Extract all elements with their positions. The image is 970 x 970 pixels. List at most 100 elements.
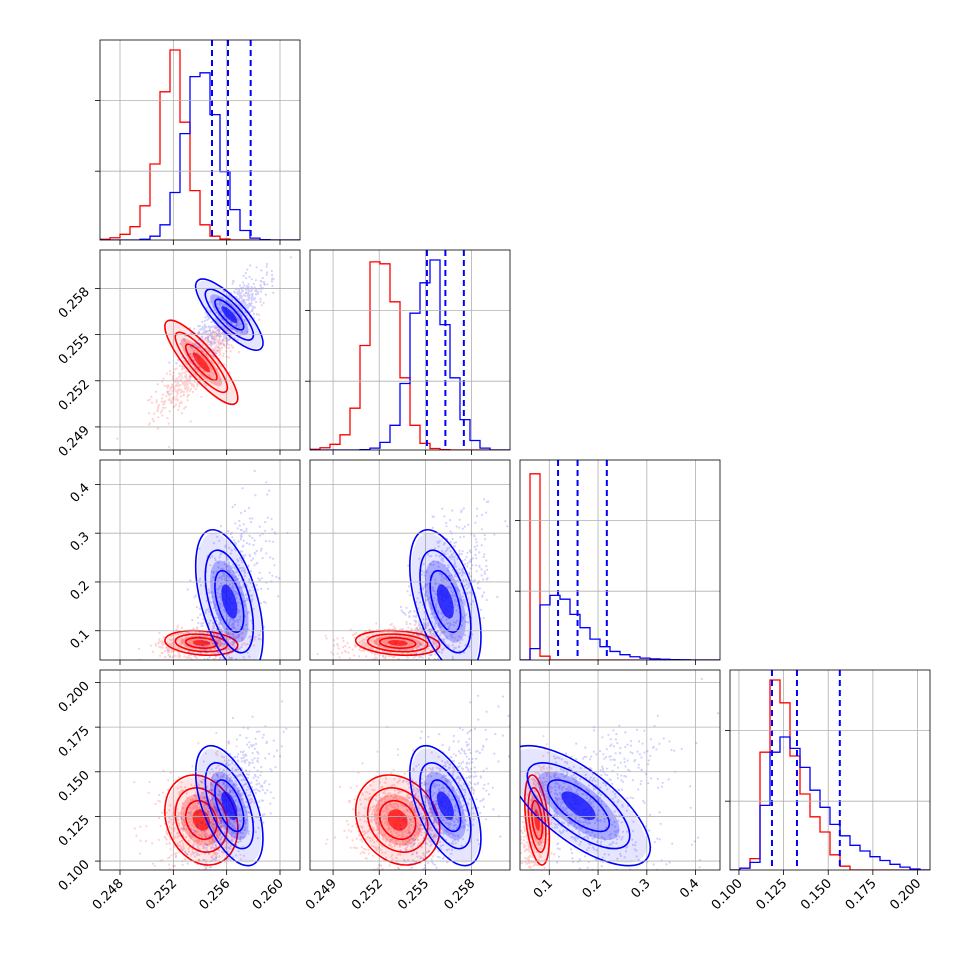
y-tick-label: 0.100 (56, 857, 93, 894)
y-tick-label: 0.255 (56, 331, 93, 368)
panel-1-0: 0.249 0.252 0.255 0.258 (56, 249, 301, 460)
y-tick-label: 0.252 (56, 377, 93, 414)
contour-line (419, 549, 472, 654)
y-tick-label: 0.4 (68, 481, 93, 506)
density-peak (436, 791, 454, 820)
contour-line (366, 787, 429, 853)
contour-line (520, 744, 652, 867)
panel-frame (729, 669, 931, 871)
panel-content (116, 256, 292, 448)
panel-frame (99, 669, 301, 871)
histogram-red (310, 261, 510, 450)
panel-frame (99, 459, 301, 661)
panel-0-0 (95, 39, 301, 245)
panel-3-3: 0.100 0.125 0.150 0.175 0.200 (709, 669, 931, 913)
contour-line (523, 774, 551, 866)
contour-line (531, 799, 544, 841)
panel-frame (519, 459, 721, 661)
contour-line (204, 549, 255, 654)
x-tick-label: 0.248 (90, 876, 127, 913)
density-peak (561, 791, 596, 821)
contour-line (184, 636, 218, 649)
panel-content (316, 498, 509, 660)
contour-line (184, 343, 218, 382)
contour-line (378, 636, 417, 649)
contour-line (214, 779, 245, 833)
panel-2-0: 0.1 0.2 0.3 0.4 (68, 459, 301, 665)
panel-background (100, 670, 300, 870)
contour-line (174, 331, 229, 394)
density-peak (221, 791, 238, 820)
y-tick-label: 0.175 (56, 723, 93, 760)
panel-content (100, 40, 300, 240)
y-tick-label: 0.125 (56, 813, 93, 850)
panel-frame (99, 249, 301, 451)
y-tick-label: 0.150 (56, 768, 93, 805)
contour-line (354, 774, 441, 866)
contour-line (429, 779, 462, 833)
x-tick-label: 0.249 (303, 876, 340, 913)
panel-background (520, 670, 720, 870)
x-tick-label: 0.150 (798, 876, 835, 913)
panel-frame (309, 459, 511, 661)
contour-line (366, 633, 429, 653)
x-tick-label: 0.260 (250, 876, 287, 913)
y-tick-label: 0.2 (68, 578, 93, 603)
panel-content (520, 677, 720, 870)
contour-line (527, 787, 547, 853)
contour-line (429, 569, 462, 633)
x-tick-label: 0.2 (580, 876, 605, 901)
density-peak (192, 809, 210, 831)
panel-content (325, 694, 510, 870)
contour-line (194, 744, 264, 867)
contour-line (526, 762, 631, 850)
x-tick-label: 0.100 (709, 876, 746, 913)
panel-3-1: 0.249 0.252 0.255 0.258 (303, 669, 511, 913)
density-peak (221, 306, 238, 324)
contour-line (174, 787, 229, 853)
panel-3-2: 0.1 0.2 0.3 0.4 (519, 669, 721, 901)
density-peak (387, 809, 408, 831)
panel-content (730, 670, 930, 870)
x-tick-label: 0.175 (843, 876, 880, 913)
x-tick-label: 0.252 (143, 876, 180, 913)
contour-line (174, 633, 229, 653)
contour-line (184, 799, 218, 841)
x-tick-label: 0.4 (677, 876, 702, 901)
panel-frame (309, 249, 511, 451)
x-tick-label: 0.125 (753, 876, 790, 913)
x-tick-label: 0.3 (628, 876, 653, 901)
panel-2-2 (515, 459, 721, 665)
x-tick-label: 0.1 (531, 876, 556, 901)
panel-background (520, 460, 720, 660)
x-tick-label: 0.252 (349, 876, 386, 913)
y-tick-label: 0.1 (68, 627, 93, 652)
x-tick-label: 0.256 (197, 876, 234, 913)
contour-line (547, 779, 611, 833)
panel-frame (99, 39, 301, 241)
y-tick-label: 0.258 (56, 285, 93, 322)
contour-line (419, 762, 472, 850)
histogram-red (100, 49, 300, 240)
panel-content (133, 700, 288, 870)
contour-line (164, 319, 239, 406)
y-tick-label: 0.3 (68, 529, 93, 554)
histogram-blue (100, 72, 300, 240)
contour-line (194, 278, 264, 351)
panel-3-0: 0.100 0.125 0.150 0.175 0.200 0.248 0.252 0.256… (56, 669, 301, 913)
panel-frame (519, 669, 721, 871)
contour-line (204, 762, 255, 850)
density-peak (221, 584, 238, 619)
panel-frame (309, 669, 511, 871)
x-tick-label: 0.200 (887, 876, 924, 913)
density-peak (192, 639, 210, 646)
contour-line (409, 528, 482, 660)
x-tick-label: 0.258 (441, 876, 478, 913)
panel-background (100, 460, 300, 660)
panel-background (100, 250, 300, 450)
density-peak (192, 352, 210, 373)
panel-1-1 (305, 249, 511, 455)
y-tick-label: 0.249 (56, 423, 93, 460)
histogram-blue (730, 736, 930, 870)
contour-line (194, 528, 264, 660)
